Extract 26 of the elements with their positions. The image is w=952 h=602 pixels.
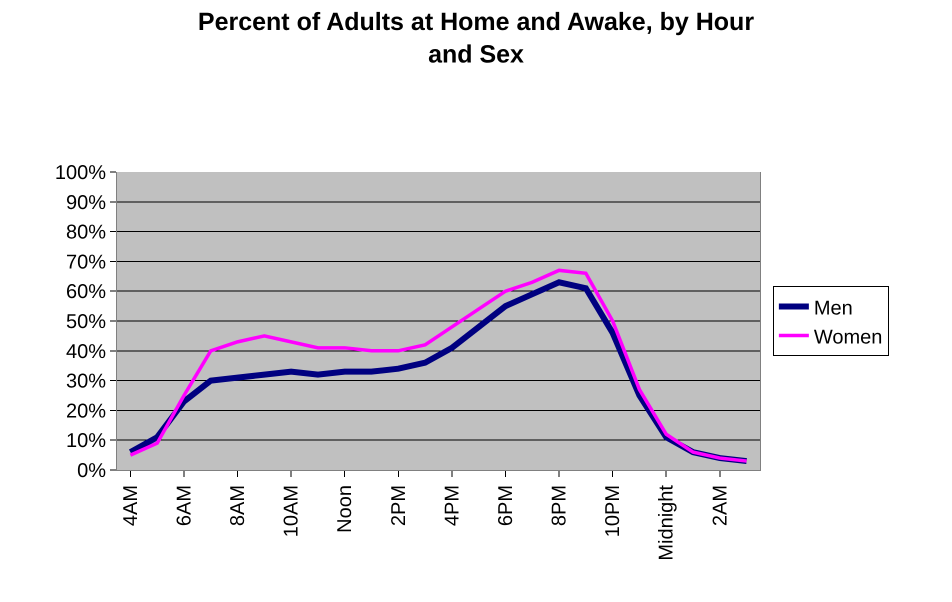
legend-label: Men: [814, 297, 853, 320]
x-tick-label: 2PM: [388, 485, 410, 526]
y-tick-label: 50%: [66, 311, 106, 333]
x-tick-label: 6AM: [173, 485, 196, 526]
y-tick-label: 70%: [66, 251, 106, 274]
y-tick-label: 90%: [66, 192, 106, 214]
x-tick-label: 6PM: [494, 485, 517, 526]
x-tick-label: 2AM: [709, 485, 732, 526]
y-tick-label: 60%: [66, 281, 106, 304]
y-tick-label: 80%: [66, 222, 106, 244]
x-tick-label: 10AM: [280, 485, 303, 538]
legend-label: Women: [814, 326, 882, 348]
y-tick-label: 30%: [66, 370, 106, 393]
y-tick-label: 20%: [66, 400, 106, 422]
x-tick-label: 4PM: [441, 485, 464, 526]
y-tick-label: 100%: [54, 162, 106, 184]
x-tick-label: 4AM: [120, 485, 142, 526]
x-tick-label: Midnight: [656, 484, 678, 561]
y-tick-label: 10%: [66, 430, 106, 452]
x-tick-label: 8PM: [548, 485, 571, 526]
x-tick-label: 10PM: [602, 485, 624, 538]
y-tick-label: 40%: [66, 340, 106, 363]
y-tick-label: 0%: [77, 460, 106, 482]
chart-title: Percent of Adults at Home and Awake, by Hour and Sex: [198, 8, 754, 69]
x-tick-label: 8AM: [227, 485, 250, 526]
x-tick-label: Noon: [334, 485, 356, 533]
